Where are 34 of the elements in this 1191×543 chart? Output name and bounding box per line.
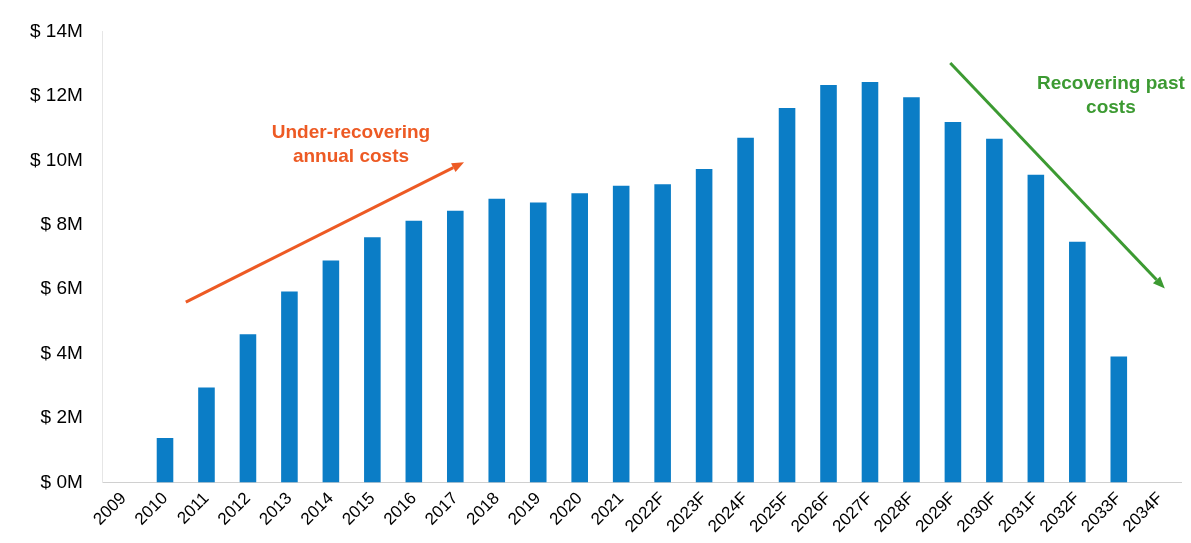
bar <box>1110 356 1128 483</box>
bar <box>529 202 547 483</box>
bar <box>986 138 1003 483</box>
y-tick-label: $ 2M <box>40 406 83 428</box>
bar <box>571 193 588 483</box>
bar <box>695 168 713 483</box>
bar <box>364 237 381 483</box>
bar <box>1027 174 1045 483</box>
bar <box>903 97 920 483</box>
y-tick-label: $ 10M <box>29 148 83 170</box>
bar <box>239 334 257 483</box>
bar <box>198 387 215 483</box>
bar <box>322 260 340 483</box>
y-tick-label: $ 0M <box>40 470 83 492</box>
y-tick-label: $ 4M <box>40 341 83 363</box>
bar <box>654 184 671 483</box>
bar <box>737 137 754 483</box>
bar <box>778 108 796 483</box>
y-tick-label: $ 8M <box>40 212 83 234</box>
annotation: Recovering past costs <box>1037 70 1185 119</box>
bar <box>405 220 423 483</box>
bar <box>612 185 630 483</box>
bar <box>1069 241 1086 483</box>
y-tick-label: $ 14M <box>29 19 83 41</box>
bar <box>861 81 879 483</box>
bar <box>281 291 298 483</box>
y-tick-label: $ 12M <box>29 84 83 106</box>
bar <box>488 198 506 483</box>
y-tick-label: $ 6M <box>40 277 83 299</box>
bar <box>820 84 837 483</box>
annotation: Under-recovering annual costs <box>271 120 431 169</box>
bar <box>447 210 464 483</box>
bar <box>156 438 174 483</box>
bar <box>944 121 962 483</box>
